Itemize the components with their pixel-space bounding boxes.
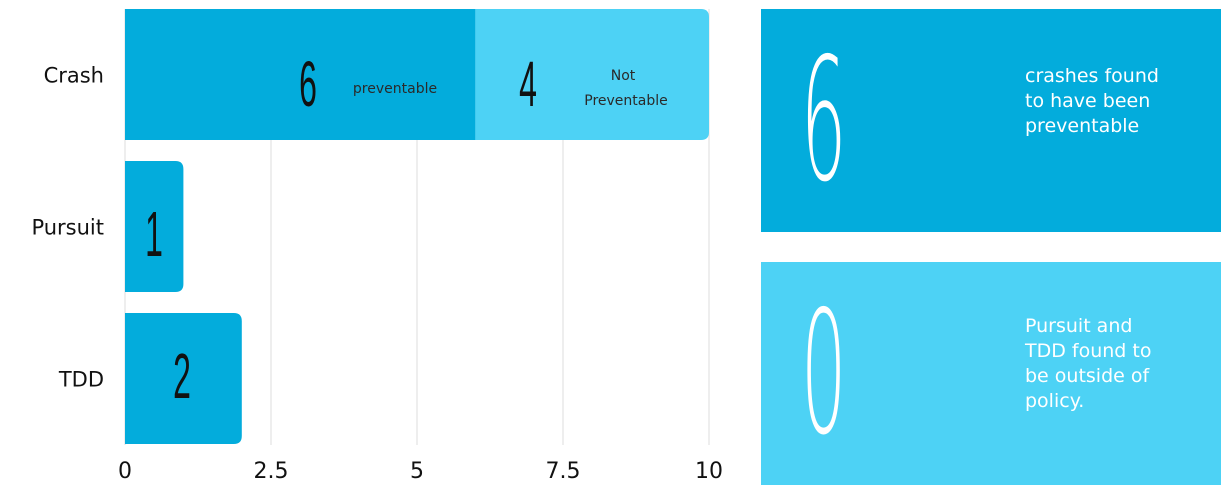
card-value: 0 <box>801 274 847 473</box>
card-description: crashes found to have been preventable <box>1025 64 1205 139</box>
bar-crash-not-preventable <box>475 9 709 140</box>
x-tick-label: 5 <box>410 459 424 484</box>
card-text-line: Pursuit and <box>1025 315 1133 337</box>
crash-preventable-value: 6 <box>299 48 317 120</box>
category-label: Pursuit <box>31 216 104 240</box>
card-text-line: be outside of <box>1025 365 1150 387</box>
x-tick-label: 10 <box>695 459 723 484</box>
category-label: Crash <box>44 64 104 88</box>
bar-crash-preventable <box>125 9 476 140</box>
x-tick-label: 0 <box>118 459 132 484</box>
crash-preventable-label: preventable <box>353 81 437 97</box>
pursuit-value: 1 <box>145 198 163 270</box>
crash-not-preventable-value: 4 <box>519 48 537 120</box>
card-text-line: crashes found <box>1025 65 1159 87</box>
bar-chart: Crash Pursuit TDD 0 2.5 5 7.5 10 6 preventable 4 No… <box>31 9 723 484</box>
preventable-crashes-card: 6 crashes found to have been preventable <box>761 9 1221 232</box>
x-tick-label: 2.5 <box>254 459 289 484</box>
outside-policy-card: 0 Pursuit and TDD found to be outside of… <box>761 262 1221 485</box>
card-text-line: preventable <box>1025 115 1140 137</box>
bar-pursuit-preventable <box>125 161 184 292</box>
crash-not-preventable-label: Preventable <box>584 93 668 109</box>
card-description: Pursuit and TDD found to be outside of p… <box>1025 314 1205 414</box>
bar-tdd-preventable <box>125 313 242 444</box>
card-text-line: to have been <box>1025 90 1151 112</box>
card-text-line: policy. <box>1025 390 1085 412</box>
card-value: 6 <box>801 21 847 220</box>
card-text-line: TDD found to <box>1025 340 1152 362</box>
x-tick-label: 7.5 <box>546 459 581 484</box>
category-label: TDD <box>58 368 104 392</box>
crash-not-preventable-label: Not <box>611 68 636 84</box>
tdd-value: 2 <box>173 340 191 412</box>
